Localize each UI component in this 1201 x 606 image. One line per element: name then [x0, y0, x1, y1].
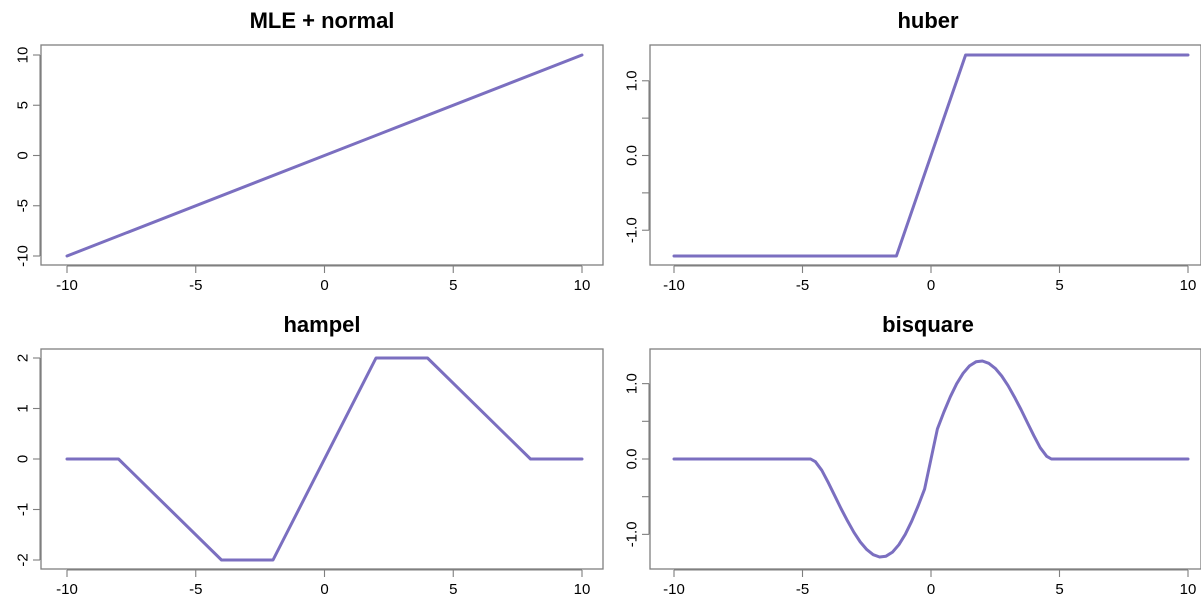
y-tick-label: -1.0 [624, 217, 641, 243]
series-line [672, 53, 1190, 258]
plot-frame [649, 348, 1201, 570]
x-tick-label: 0 [320, 277, 328, 294]
series-line [672, 359, 1190, 559]
y-tick-label: -1.0 [624, 521, 641, 547]
y-tick-label: 2 [15, 354, 32, 362]
x-tick-label: -10 [56, 277, 78, 294]
plot-frame [649, 44, 1201, 266]
y-tick-label: 0 [15, 455, 32, 463]
y-tick-label: 10 [15, 47, 32, 64]
x-tick-label: 5 [1055, 277, 1063, 294]
y-tick-label: 1.0 [624, 373, 641, 394]
x-tick-label: 10 [1180, 277, 1197, 294]
y-tick-label: -10 [15, 245, 32, 267]
x-tick-label: -10 [663, 277, 685, 294]
x-tick-label: 0 [320, 581, 328, 598]
x-tick-label: 5 [449, 277, 457, 294]
series-line [65, 53, 584, 258]
chart-title: MLE + normal [250, 8, 395, 33]
y-tick-label: 1 [15, 404, 32, 412]
plot-frame [40, 348, 604, 570]
x-tick-label: 0 [927, 277, 935, 294]
y-tick-label: 5 [15, 101, 32, 109]
panel-1: huber -10 -5 0 5 10 -1.0 0.0 1.0 [624, 8, 1201, 294]
x-tick-label: 10 [1180, 581, 1197, 598]
chart-title: huber [897, 8, 959, 33]
x-tick-label: -5 [189, 277, 202, 294]
x-tick-label: -5 [796, 277, 809, 294]
x-tick-label: -10 [56, 581, 78, 598]
y-tick-label: -1 [15, 503, 32, 516]
x-tick-label: -5 [796, 581, 809, 598]
y-tick-label: -5 [15, 199, 32, 212]
x-tick-label: 5 [1055, 581, 1063, 598]
x-tick-label: -10 [663, 581, 685, 598]
x-tick-label: 10 [574, 581, 591, 598]
y-tick-label: 0.0 [624, 449, 641, 470]
series-line [65, 356, 584, 562]
x-tick-label: 0 [927, 581, 935, 598]
chart-title: hampel [283, 312, 360, 337]
chart-title: bisquare [882, 312, 974, 337]
y-tick-label: 0 [15, 151, 32, 159]
x-tick-label: 10 [574, 277, 591, 294]
x-tick-label: 5 [449, 581, 457, 598]
y-tick-label: 1.0 [624, 70, 641, 91]
plot-frame [40, 44, 604, 266]
y-tick-label: 0.0 [624, 145, 641, 166]
panel-0: MLE + normal -10 -5 0 5 10 -10 -5 0 5 10 [15, 8, 604, 294]
x-tick-label: -5 [189, 581, 202, 598]
y-tick-label: -2 [15, 553, 32, 566]
panel-3: bisquare -10 -5 0 5 10 -1.0 0.0 1.0 [624, 312, 1201, 598]
